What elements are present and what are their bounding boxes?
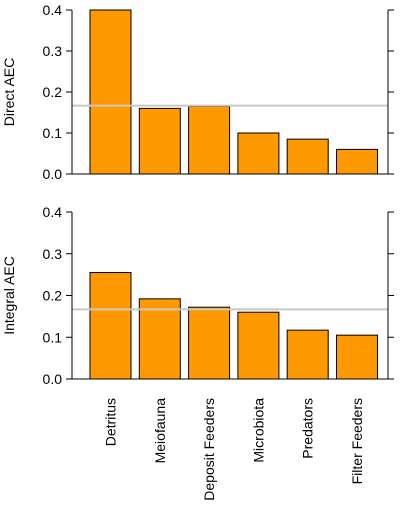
y-axis-title: Direct AEC xyxy=(1,58,17,126)
bar-filter-feeders xyxy=(336,334,378,380)
bar-detritus xyxy=(89,272,132,380)
panel-2: 0.0 0.1 0.2 0.3 0.4 Integral AEC xyxy=(1,204,394,387)
y-tick-label: 0.2 xyxy=(43,288,63,304)
y-tick-label: 0.4 xyxy=(43,204,63,220)
bar-meiofauna xyxy=(138,107,181,175)
bar-detritus xyxy=(89,9,132,175)
y-tick-label: 0.4 xyxy=(43,2,63,18)
bar-deposit-feeders xyxy=(188,105,231,175)
category-label-deposit-feeders: Deposit Feeders xyxy=(201,398,217,501)
y-tick-label: 0.0 xyxy=(43,166,63,182)
category-labels: Detritus Meiofauna Deposit Feeders Microbio… xyxy=(103,398,366,501)
y-axis-title: Integral AEC xyxy=(1,256,17,335)
bar-predators xyxy=(286,138,329,175)
y-tick-label: 0.0 xyxy=(43,371,63,387)
y-tick-label: 0.3 xyxy=(43,246,63,262)
category-label-filter-feeders: Filter Feeders xyxy=(349,398,365,484)
y-tick-label: 0.2 xyxy=(43,84,63,100)
panel-1: 0.0 0.1 0.2 0.3 0.4 Direct AEC xyxy=(1,2,394,182)
category-label-predators: Predators xyxy=(300,398,316,459)
y-tick-label: 0.1 xyxy=(43,125,63,141)
bar-meiofauna xyxy=(138,298,181,380)
category-label-microbiota: Microbiota xyxy=(250,398,266,463)
y-tick-label: 0.1 xyxy=(43,329,63,345)
chart-panels: 0.0 0.1 0.2 0.3 0.4 Direct AEC 0.0 0.1 0.2 0.3 0.4… xyxy=(1,2,394,387)
bar-deposit-feeders xyxy=(188,306,231,380)
category-label-detritus: Detritus xyxy=(103,398,119,446)
y-tick-label: 0.3 xyxy=(43,43,63,59)
bar-microbiota xyxy=(237,132,280,175)
bar-filter-feeders xyxy=(336,148,378,175)
category-label-meiofauna: Meiofauna xyxy=(152,398,168,464)
bar-predators xyxy=(286,329,329,380)
bar-microbiota xyxy=(237,311,280,380)
